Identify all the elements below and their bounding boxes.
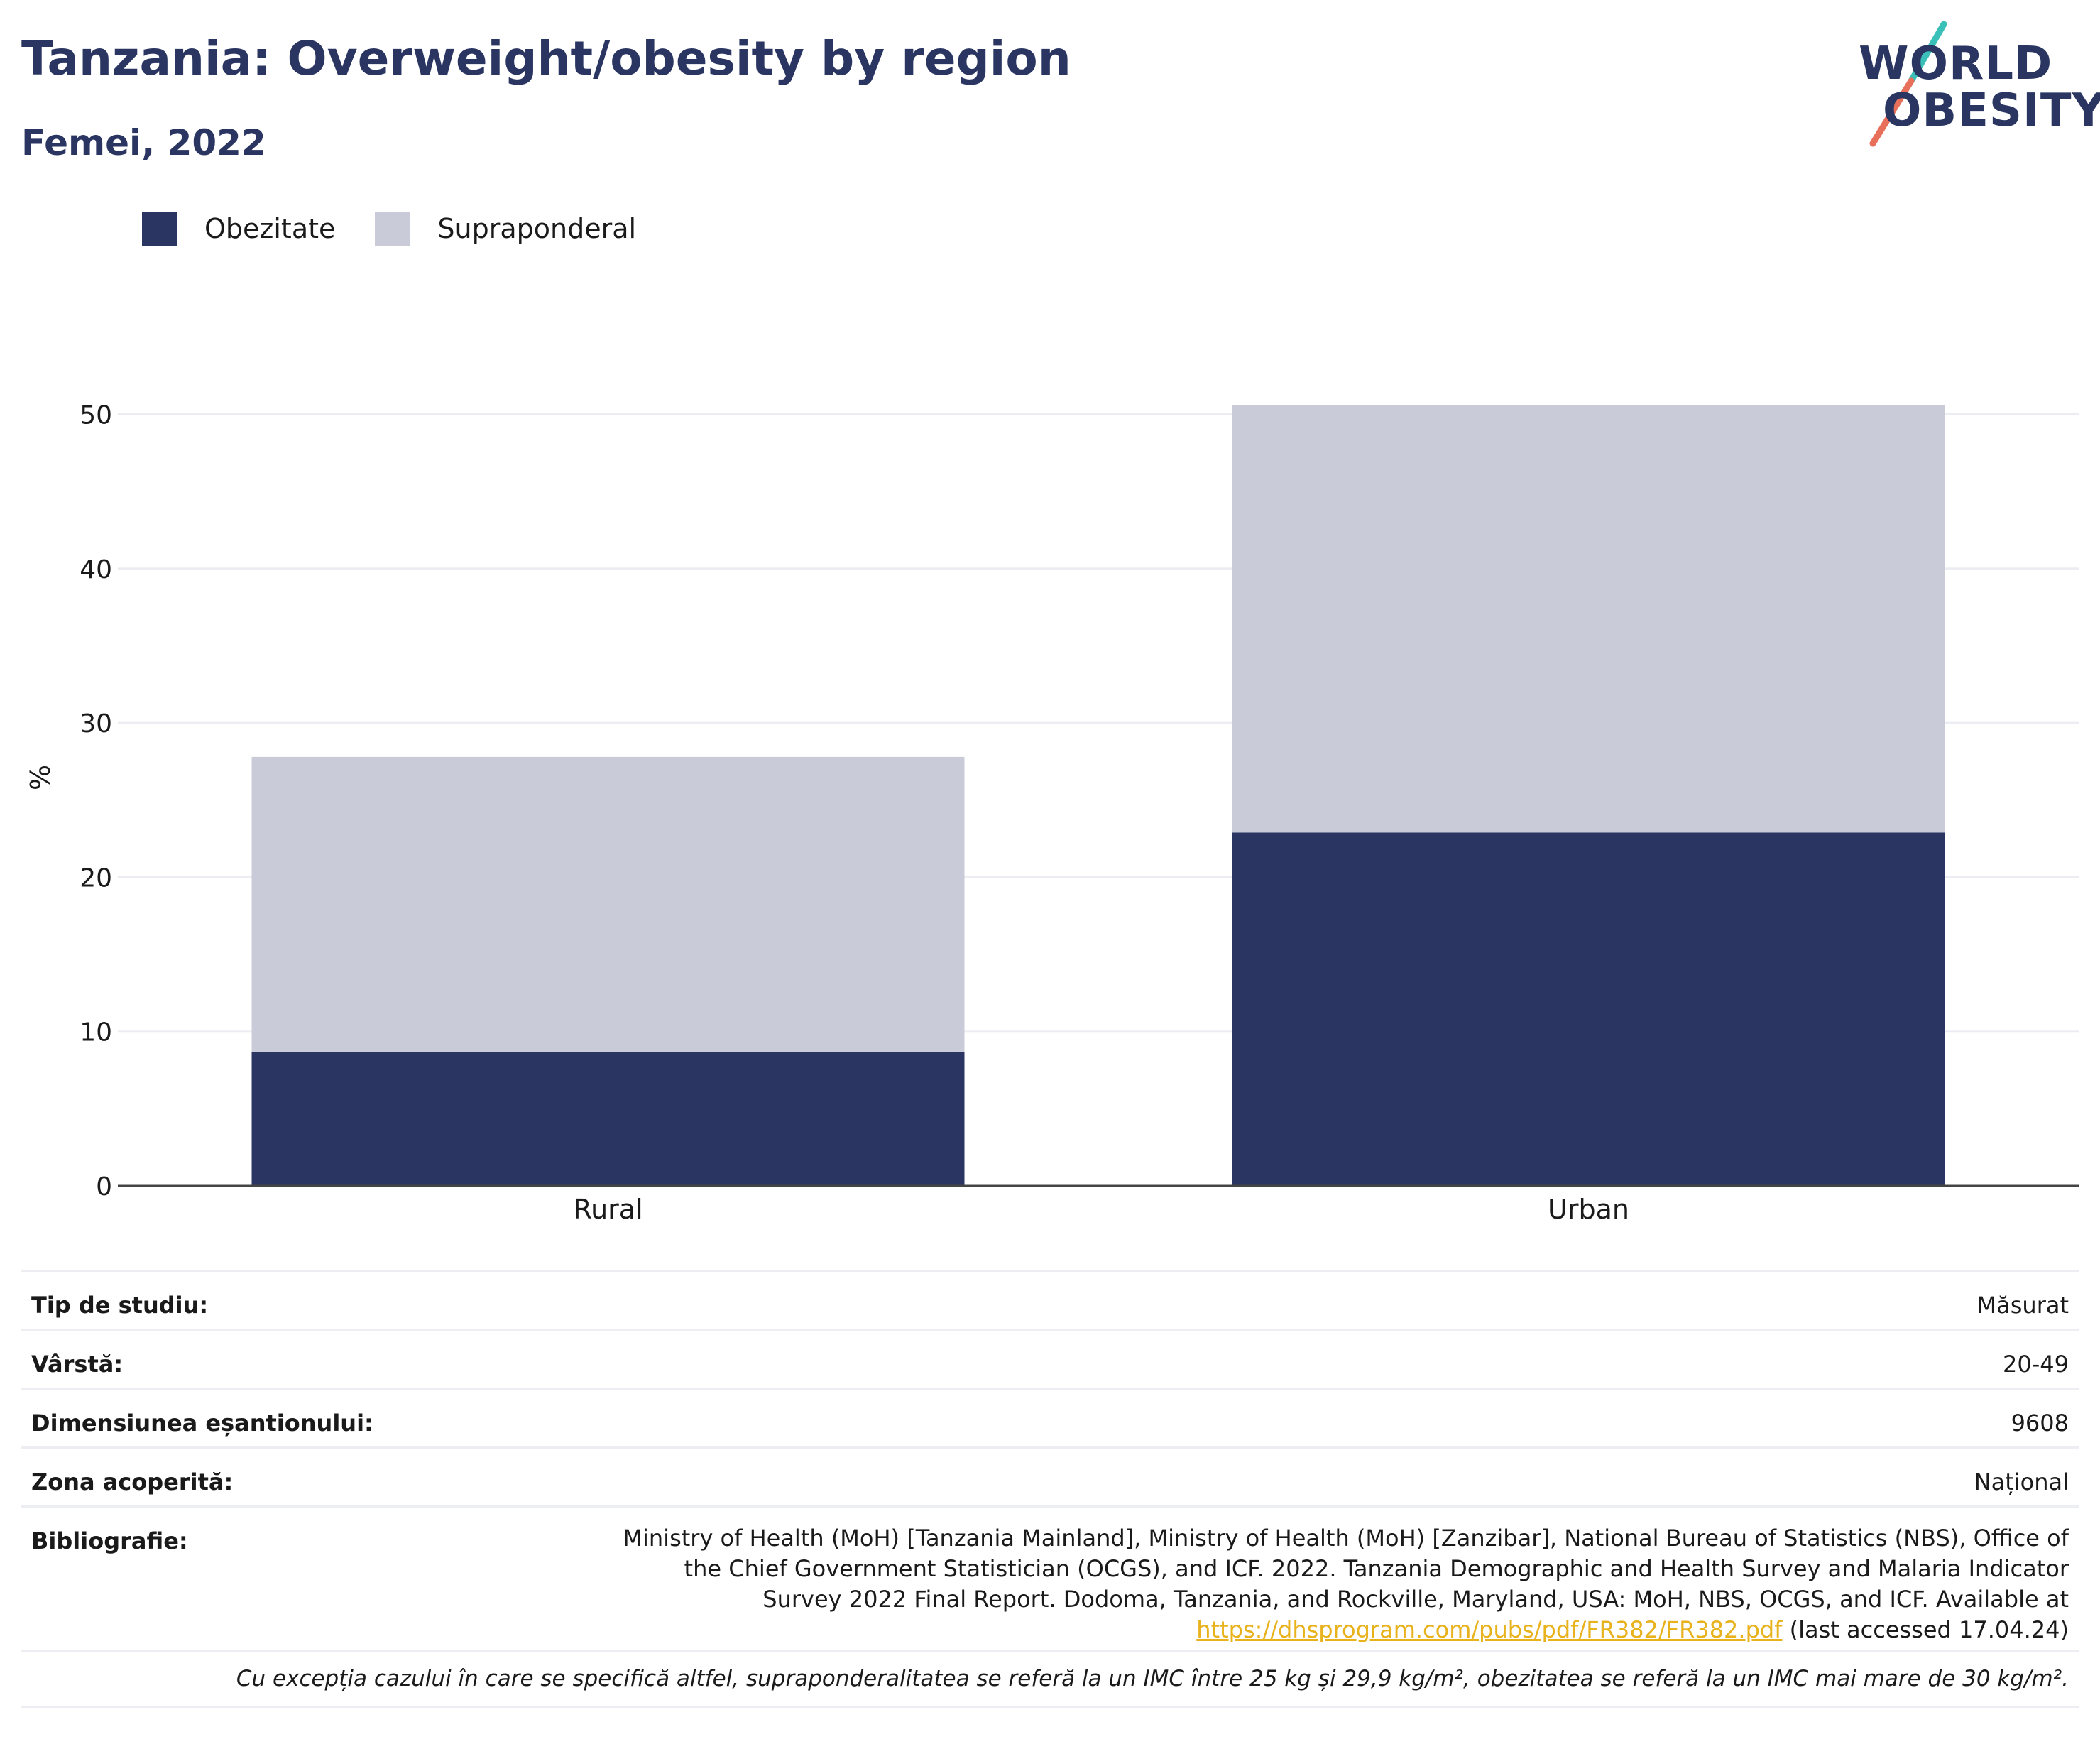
logo-text-world: WORLD	[1859, 38, 2053, 90]
y-tick-label: 0	[96, 1172, 112, 1202]
legend-label-supraponderal: Supraponderal	[437, 213, 637, 244]
info-label: Zona acoperită:	[31, 1469, 234, 1495]
legend-swatch-obezitate	[142, 212, 177, 246]
y-tick-label: 10	[80, 1018, 112, 1047]
info-row-sample-size: Dimensiunea eșantionului: 9608	[21, 1388, 2079, 1446]
chart-subtitle: Femei, 2022	[21, 122, 266, 163]
bar-supraponderal-rural[interactable]	[251, 756, 965, 1052]
legend-item-obezitate[interactable]: Obezitate	[142, 212, 335, 246]
stacked-bar-chart: 0 10 20 30 40 50% Rural Urban	[25, 401, 2079, 1225]
y-tick-label: 30	[80, 709, 112, 739]
info-label: Dimensiunea eșantionului:	[31, 1410, 373, 1437]
info-value: Măsurat	[1976, 1292, 2069, 1319]
info-value: Național	[1974, 1469, 2069, 1495]
legend-item-supraponderal[interactable]: Supraponderal	[375, 212, 636, 246]
info-label: Tip de studiu:	[31, 1292, 209, 1319]
bar-supraponderal-urban[interactable]	[1232, 405, 1945, 833]
bibliography-body: Ministry of Health (MoH) [Tanzania Mainl…	[623, 1525, 2069, 1613]
bibliography-link[interactable]: https://dhsprogram.com/pubs/pdf/FR382/FR…	[1196, 1616, 1783, 1643]
info-value: 9608	[2011, 1410, 2069, 1437]
x-tick-label: Rural	[573, 1194, 642, 1225]
info-row-bibliography: Bibliografie: Ministry of Health (MoH) […	[21, 1505, 2079, 1650]
logo-text-obesity: OBESITY	[1883, 85, 2100, 137]
info-row-age: Vârstă: 20-49	[21, 1329, 2079, 1388]
info-value: 20-49	[2003, 1351, 2069, 1378]
world-obesity-logo: WORLD OBESITY	[1839, 21, 2100, 149]
chart-title: Tanzania: Overweight/obesity by region	[21, 31, 1071, 86]
x-tick-label: Urban	[1548, 1194, 1629, 1225]
info-row-study-type: Tip de studiu: Măsurat	[21, 1270, 2079, 1329]
study-info-table: Tip de studiu: Măsurat Vârstă: 20-49 Dim…	[21, 1270, 2079, 1708]
definition-note: Cu excepția cazului în care se specifică…	[21, 1650, 2079, 1708]
legend-swatch-supraponderal	[375, 212, 411, 246]
y-tick-label: 50	[80, 401, 112, 430]
y-tick-label: 40	[80, 555, 112, 584]
info-label: Vârstă:	[31, 1351, 124, 1378]
legend-label-obezitate: Obezitate	[204, 213, 336, 244]
info-row-coverage: Zona acoperită: Național	[21, 1446, 2079, 1505]
bar-obezitate-urban[interactable]	[1232, 832, 1945, 1186]
info-label: Bibliografie:	[31, 1527, 188, 1554]
y-tick-label: 20	[80, 863, 112, 893]
bibliography-suffix: (last accessed 17.04.24)	[1782, 1616, 2069, 1643]
logo-slash-icon	[1869, 21, 1947, 147]
bibliography-text: Ministry of Health (MoH) [Tanzania Mainl…	[606, 1508, 2069, 1650]
y-axis-label: %	[25, 765, 56, 790]
bar-obezitate-rural[interactable]	[251, 1051, 965, 1186]
chart-legend: Obezitate Supraponderal	[142, 210, 676, 247]
